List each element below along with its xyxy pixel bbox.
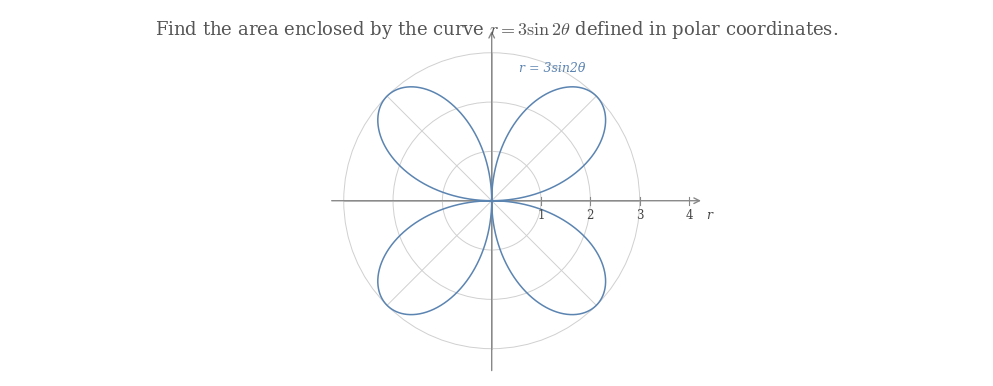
Text: r: r [706, 209, 712, 222]
Text: r = 3sin2θ: r = 3sin2θ [518, 62, 585, 75]
Text: 2: 2 [587, 209, 594, 222]
Text: Find the area enclosed by the curve $r = 3\sin 2\theta$ defined in polar coordin: Find the area enclosed by the curve $r =… [155, 19, 838, 41]
Text: 3: 3 [636, 209, 643, 222]
Text: 1: 1 [537, 209, 545, 222]
Text: 4: 4 [685, 209, 693, 222]
